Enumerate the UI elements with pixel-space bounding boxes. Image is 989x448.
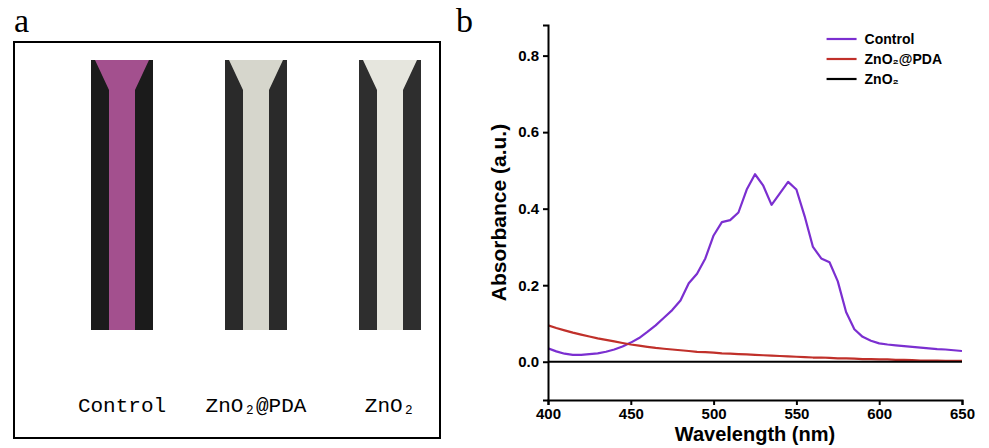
- tick-mark: [543, 285, 548, 287]
- panel-letter: a: [14, 2, 29, 39]
- strip-label: ZnO₂: [365, 395, 415, 418]
- legend-label: ZnO₂@PDA: [865, 51, 942, 67]
- strip-photo: [225, 60, 287, 330]
- tick-label: 450: [619, 405, 644, 422]
- tick-label: 400: [536, 405, 561, 422]
- strip-photo: [359, 60, 421, 330]
- tick-label: 600: [867, 405, 892, 422]
- photo-background: [359, 60, 421, 330]
- series-line: [548, 325, 962, 361]
- panel-frame: [14, 42, 440, 438]
- y-axis-title: Absorbance (a.u.): [487, 124, 510, 301]
- legend-entry: ZnO₂@PDA: [827, 51, 942, 67]
- strip-label: Control: [78, 395, 166, 418]
- figure: a Control ZnO₂@PDA ZnO₂ b 400 450 500 550 600 650 0…: [0, 0, 989, 448]
- panel-b: b 400 450 500 550 600 650 0.0 0.2 0.4 0.6 0.8 Wavele…: [456, 2, 975, 445]
- tick: 0.6: [518, 123, 548, 140]
- x-axis: 400 450 500 550 600 650: [536, 400, 975, 422]
- tick-mark: [543, 208, 548, 210]
- legend-swatch: [827, 58, 857, 60]
- axis-line: [549, 401, 963, 406]
- tick: 550: [784, 400, 809, 422]
- tick: 0.4: [518, 200, 548, 217]
- legend-entry: ZnO₂: [827, 71, 899, 87]
- axis-line: [543, 26, 549, 401]
- series-line: [548, 361, 962, 363]
- tick-label: 0.4: [518, 200, 540, 217]
- tick-label: 0.6: [518, 123, 539, 140]
- tick: 450: [619, 400, 644, 422]
- tick: 500: [702, 400, 727, 422]
- tick: 650: [950, 400, 975, 422]
- legend-label: Control: [865, 31, 915, 47]
- photo-background: [225, 60, 287, 330]
- tick: 0.0: [518, 353, 548, 370]
- legend-label: ZnO₂: [865, 71, 899, 87]
- legend-swatch: [827, 78, 857, 80]
- tick: 600: [867, 400, 892, 422]
- plot-area: [548, 174, 962, 361]
- tick-mark: [543, 55, 548, 57]
- tick: 0.8: [518, 47, 548, 64]
- series-line: [548, 174, 962, 355]
- tick-label: 0.0: [518, 353, 539, 370]
- strip-photo: [91, 60, 153, 330]
- test-strip: [363, 60, 417, 330]
- panel-a: a Control ZnO₂@PDA ZnO₂: [14, 2, 440, 438]
- panel-letter: b: [456, 2, 473, 39]
- tick: 0.2: [518, 277, 548, 294]
- tick-label: 0.2: [518, 277, 539, 294]
- strip-label: ZnO₂@PDA: [206, 395, 307, 418]
- tick-label: 650: [950, 405, 975, 422]
- tick-label: 500: [702, 405, 727, 422]
- photo-background: [91, 60, 153, 330]
- legend: Control ZnO₂@PDA ZnO₂: [827, 31, 942, 87]
- legend-entry: Control: [827, 31, 915, 47]
- legend-swatch: [827, 38, 857, 40]
- y-axis: 0.0 0.2 0.4 0.6 0.8: [518, 26, 548, 401]
- test-strip: [229, 60, 283, 330]
- tick: 400: [536, 400, 561, 422]
- x-axis-title: Wavelength (nm): [675, 423, 835, 445]
- tick-mark: [543, 361, 548, 363]
- test-strip: [95, 60, 149, 330]
- tick-label: 550: [784, 405, 809, 422]
- tick-label: 0.8: [518, 47, 539, 64]
- tick-mark: [543, 132, 548, 134]
